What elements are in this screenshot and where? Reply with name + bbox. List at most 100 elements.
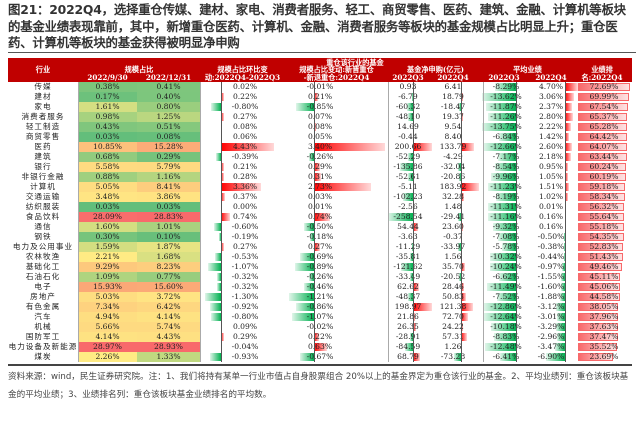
positive-data-bar xyxy=(314,333,319,341)
table-row: 国防军工 4.14% 4.43% 0.29% 0.22% -28.91 57.31 -8.83… xyxy=(8,332,632,342)
table-row: 钢铁 0.30% 0.10% -0.19% -0.18% -3.63 -0.37 -7.08%… xyxy=(8,232,632,242)
negative-data-bar xyxy=(492,223,516,231)
negative-data-bar xyxy=(299,253,314,261)
negative-data-bar xyxy=(556,333,565,341)
avg-perf-q3: -8.19% xyxy=(492,192,520,201)
rank-q4: 63.44% xyxy=(589,152,619,161)
heat-cell xyxy=(78,342,137,352)
avg-perf-q3: -9.32% xyxy=(492,222,520,231)
positive-data-bar xyxy=(461,333,467,341)
positive-data-bar xyxy=(461,293,467,301)
rank-data-bar xyxy=(578,183,626,191)
rank-q4: 38.05% xyxy=(589,302,619,311)
rank-data-bar xyxy=(578,263,622,271)
avg-perf-q4: 0.16% xyxy=(538,212,564,221)
avg-perf-q3: -11.16% xyxy=(490,212,522,221)
net-sub-q3: -2.56 xyxy=(398,202,418,211)
header-avg-q3: 2022Q3 xyxy=(488,73,520,82)
industry-name: 有色金属 xyxy=(25,302,61,311)
positive-data-bar xyxy=(221,93,224,101)
positive-data-bar xyxy=(413,353,420,361)
heat-cell xyxy=(78,312,137,322)
net-sub-q4: -18.47 xyxy=(440,102,466,111)
qoq-change: -0.60% xyxy=(231,222,259,231)
scale-q3: 0.03% xyxy=(95,132,120,141)
negative-data-bar xyxy=(407,103,413,111)
net-sub-q3: 14.69 xyxy=(397,122,419,131)
net-sub-q4: 50.83 xyxy=(442,292,464,301)
avg-perf-q3: -12.64% xyxy=(490,312,522,321)
net-sub-q4: -73.28 xyxy=(440,352,466,361)
avg-perf-q3: -8.54% xyxy=(492,162,520,171)
negative-data-bar xyxy=(488,213,516,221)
table-row: 消费者服务 0.98% 1.25% 0.27% 0.07% -48.10 19.37 -11.… xyxy=(8,112,632,122)
header-net-sub: 基金净申购(亿元) xyxy=(406,65,465,74)
negative-data-bar xyxy=(498,133,516,141)
scale-q4: 0.77% xyxy=(156,272,181,281)
rank-data-bar xyxy=(578,283,621,291)
heat-cell xyxy=(78,82,137,92)
net-sub-q3: -102.23 xyxy=(393,192,423,201)
industry-name: 机械 xyxy=(34,322,52,331)
negative-data-bar xyxy=(487,203,516,211)
negative-data-bar xyxy=(401,263,413,271)
positive-data-bar xyxy=(461,283,464,291)
bar-axis xyxy=(461,82,462,362)
net-sub-q4: -29.41 xyxy=(440,212,466,221)
scale-q4: 1.16% xyxy=(156,172,181,181)
negative-data-bar xyxy=(408,173,413,181)
negative-data-bar xyxy=(303,223,314,231)
net-sub-q3: -135.86 xyxy=(393,162,423,171)
heat-cell xyxy=(137,302,200,312)
rank-data-bar xyxy=(578,163,626,171)
scale-q4: 3.86% xyxy=(156,192,181,201)
qoq-change: 4.43% xyxy=(232,142,258,151)
table-row: 计算机 5.05% 8.41% 3.36% 2.73% -5.11 183.92 -11.23… xyxy=(8,182,632,192)
new-change: 0.07% xyxy=(307,112,333,121)
scale-q3: 0.30% xyxy=(95,232,120,241)
scale-q3: 5.58% xyxy=(95,162,120,171)
rank-q4: 60.19% xyxy=(589,172,619,181)
positive-data-bar xyxy=(221,183,262,191)
negative-data-bar xyxy=(217,273,221,281)
scale-q4: 4.14% xyxy=(156,312,181,321)
avg-perf-q3: -5.78% xyxy=(492,242,520,251)
negative-data-bar xyxy=(408,293,413,301)
industry-name: 煤炭 xyxy=(34,352,52,361)
positive-data-bar xyxy=(565,83,579,91)
scale-q4: 5.74% xyxy=(156,322,181,331)
net-sub-q3: 62.62 xyxy=(397,282,419,291)
net-sub-q4: -0.37 xyxy=(443,232,463,241)
negative-data-bar xyxy=(495,193,516,201)
net-sub-q3: -11.29 xyxy=(395,242,421,251)
industry-name: 交通运输 xyxy=(25,192,61,201)
header-group: 重仓该行业的基金 xyxy=(326,58,384,67)
net-sub-q4: 19.37 xyxy=(442,112,464,121)
rank-q4: 37.96% xyxy=(589,312,619,321)
negative-data-bar xyxy=(295,303,314,311)
scale-q4: 0.51% xyxy=(156,122,181,131)
positive-data-bar xyxy=(221,113,225,121)
scale-q4: 0.08% xyxy=(156,132,181,141)
table-row: 煤炭 2.26% 1.33% -0.93% -0.67% 68.79 -73.28 -6.41… xyxy=(8,352,632,362)
table-row: 电力设备及新能源 28.97% 28.93% -0.04% 0.63% -84.59 1.2… xyxy=(8,342,632,352)
positive-data-bar xyxy=(314,243,320,251)
new-change: -0.86% xyxy=(306,302,334,311)
avg-perf-q3: -11.26% xyxy=(490,112,522,121)
net-sub-q3: -60.32 xyxy=(395,102,421,111)
net-sub-q3: -0.44 xyxy=(398,132,418,141)
scale-q3: 0.17% xyxy=(95,92,120,101)
negative-data-bar xyxy=(408,113,413,121)
negative-data-bar xyxy=(484,343,516,351)
rank-q4: 69.99% xyxy=(589,92,619,101)
qoq-change: 0.00% xyxy=(232,202,258,211)
heat-cell xyxy=(137,252,200,262)
negative-data-bar xyxy=(304,283,314,291)
rank-data-bar xyxy=(578,83,630,91)
negative-data-bar xyxy=(498,153,516,161)
positive-data-bar xyxy=(461,143,475,151)
qoq-change: 0.27% xyxy=(232,112,258,121)
positive-data-bar xyxy=(565,183,570,191)
scale-q3: 1.60% xyxy=(95,222,120,231)
negative-data-bar xyxy=(481,123,516,131)
